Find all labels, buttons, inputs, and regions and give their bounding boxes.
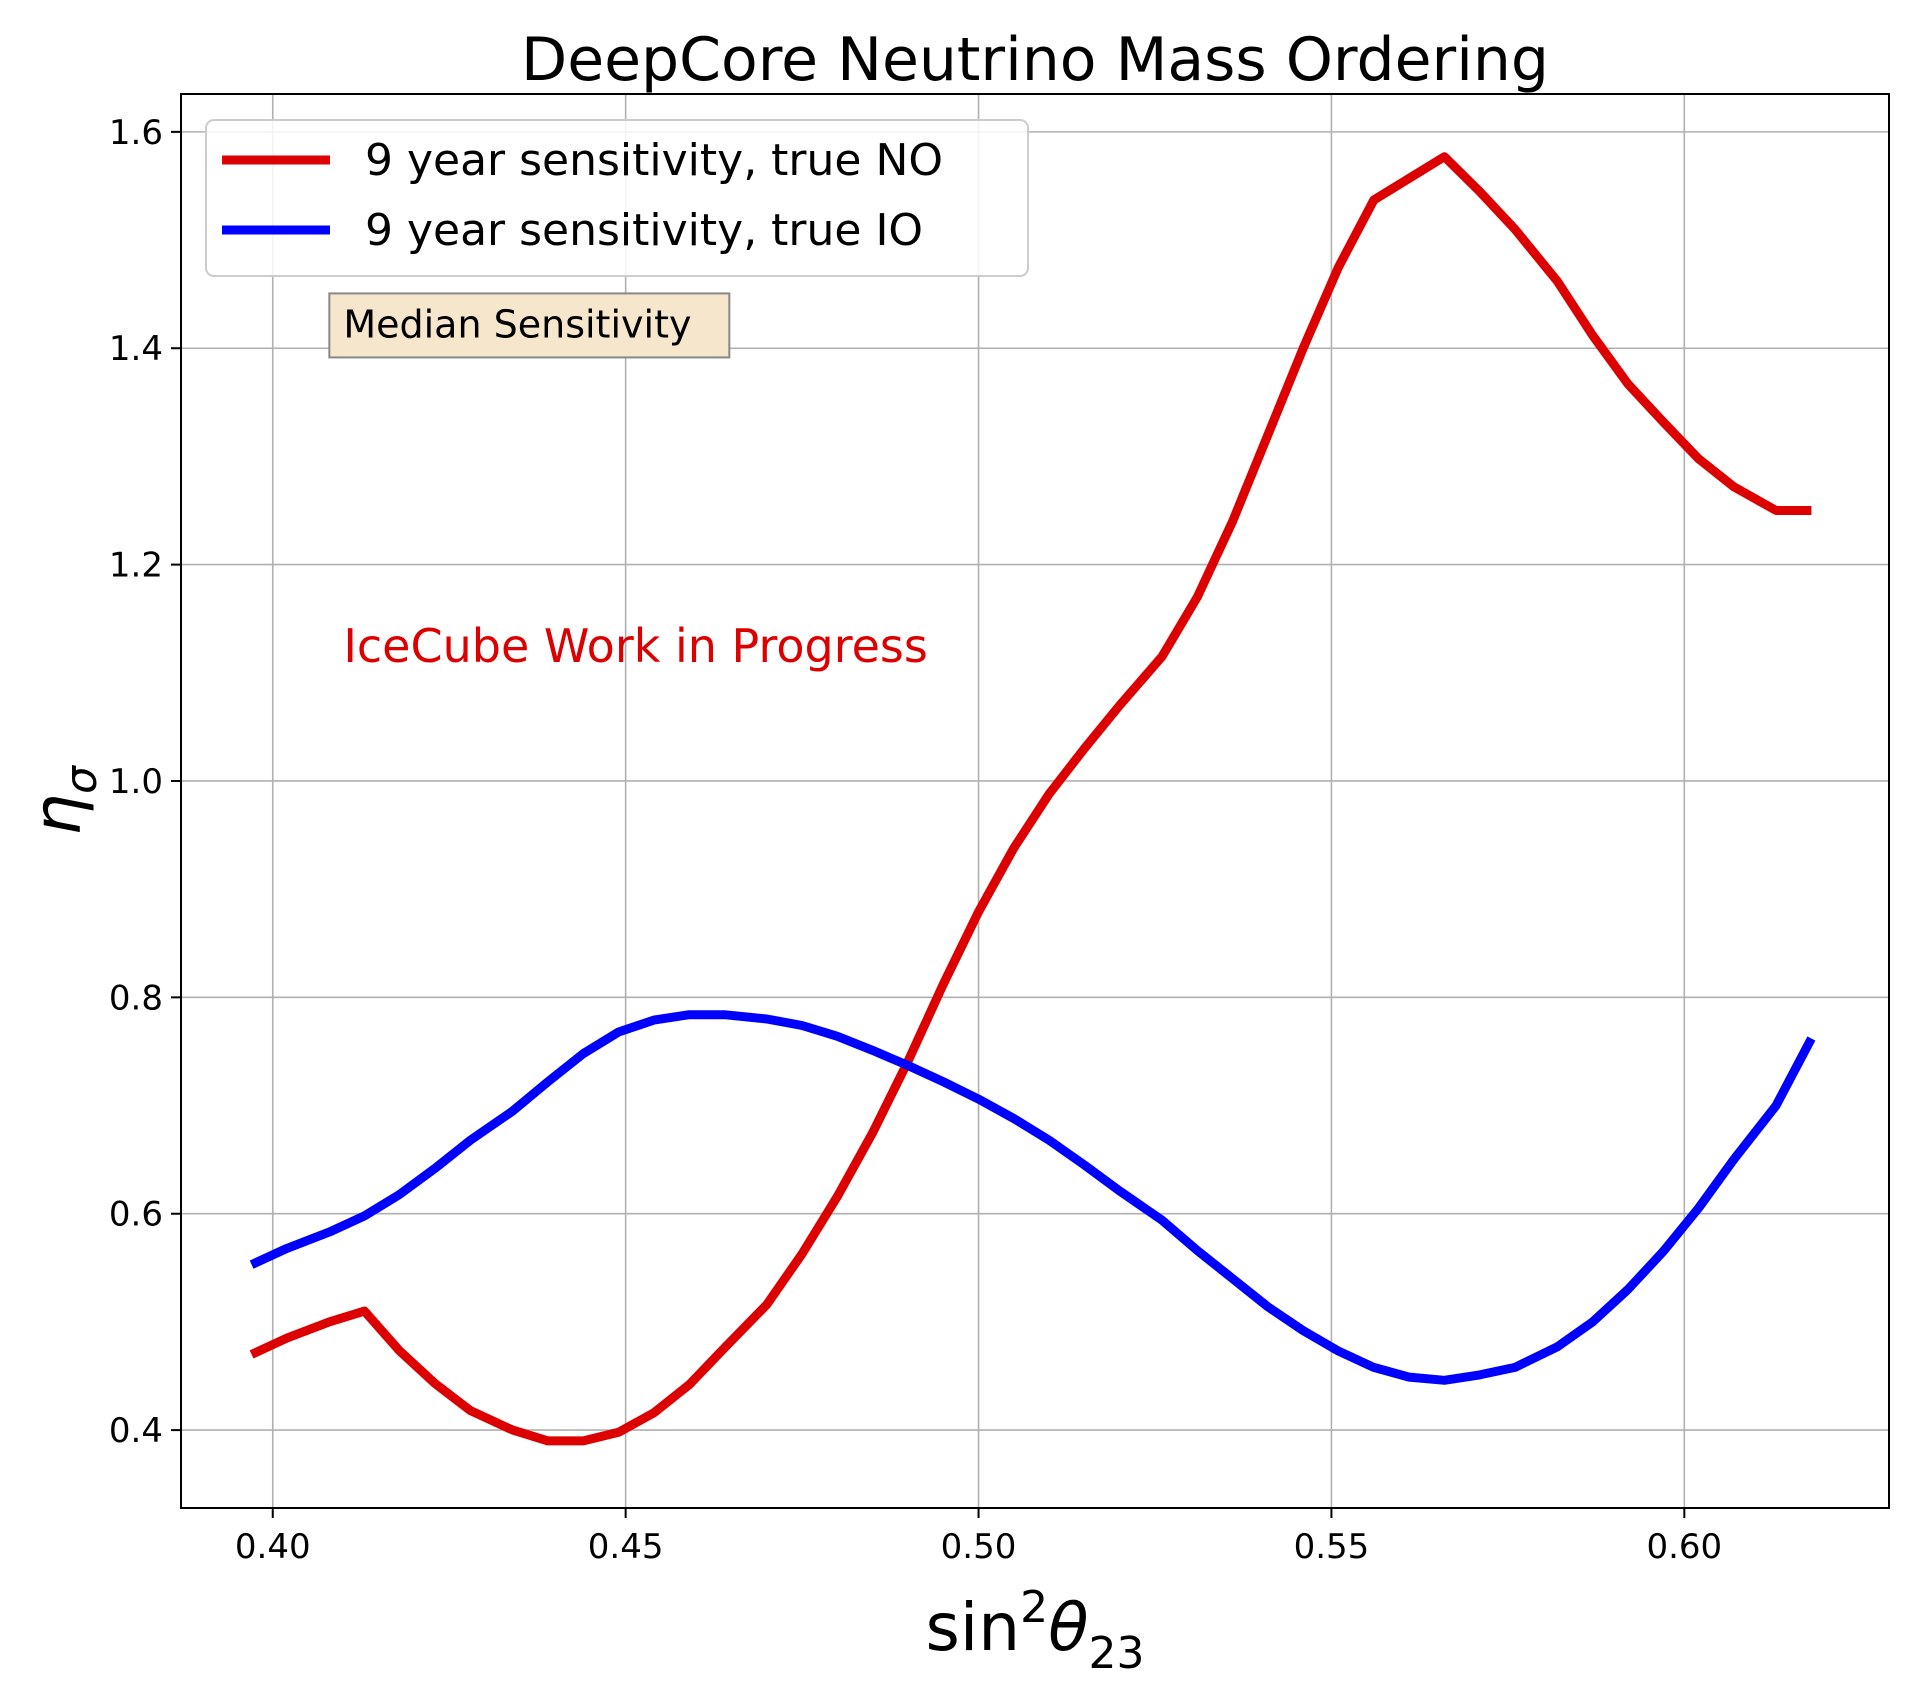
annotation-work-in-progress: IceCube Work in Progress [343, 619, 928, 673]
x-tick-label: 0.50 [941, 1527, 1017, 1567]
tick-layer: 0.40 0.45 0.50 0.55 0.60 0.4 0.6 0.8 1.0 1.2 1.4 1.… [109, 113, 1722, 1567]
x-axis-label: sin2θ23 [926, 1582, 1145, 1679]
y-tick-label: 1.0 [109, 762, 163, 802]
x-tick-label: 0.55 [1294, 1527, 1370, 1567]
x-tick-label: 0.40 [235, 1527, 311, 1567]
x-tick-label: 0.45 [588, 1527, 664, 1567]
y-tick-label: 1.6 [109, 113, 163, 153]
legend-label-true-no: 9 year sensitivity, true NO [365, 135, 943, 186]
y-tick-label: 1.2 [109, 546, 163, 586]
y-tick-label: 0.4 [109, 1411, 163, 1451]
annotation-box [328, 292, 731, 359]
chart-title: DeepCore Neutrino Mass Ordering [521, 25, 1549, 95]
annotation-layer: Median Sensitivity IceCube Work in Progre… [328, 292, 928, 673]
annotation-median-sensitivity: Median Sensitivity [343, 302, 691, 346]
x-tick-label: 0.60 [1646, 1527, 1722, 1567]
series-line-true-no [249, 152, 1812, 1446]
series-line-true-io [249, 1010, 1816, 1385]
y-tick-label: 1.4 [109, 329, 163, 369]
legend-label-true-io: 9 year sensitivity, true IO [365, 205, 923, 256]
y-tick-label: 0.8 [109, 978, 163, 1018]
series-layer [249, 152, 1816, 1446]
plot-area-frame [180, 93, 1890, 1509]
y-tick-label: 0.6 [109, 1195, 163, 1235]
y-axis-label: ησ [19, 765, 107, 836]
legend-box [205, 119, 1029, 277]
legend: 9 year sensitivity, true NO 9 year sensi… [205, 119, 1029, 277]
